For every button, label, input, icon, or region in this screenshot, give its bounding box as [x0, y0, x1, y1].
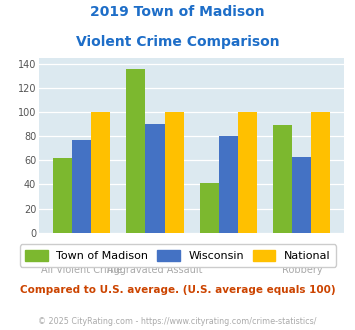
Bar — [72, 140, 91, 233]
Bar — [53, 158, 72, 233]
Text: Murder & Mans...: Murder & Mans... — [187, 251, 270, 261]
Bar — [273, 125, 292, 233]
Text: Compared to U.S. average. (U.S. average equals 100): Compared to U.S. average. (U.S. average … — [20, 285, 335, 295]
Text: Aggravated Assault: Aggravated Assault — [107, 265, 203, 275]
Text: 2019 Town of Madison: 2019 Town of Madison — [90, 5, 265, 19]
Bar — [164, 112, 184, 233]
Bar — [219, 136, 238, 233]
Bar — [311, 112, 331, 233]
Legend: Town of Madison, Wisconsin, National: Town of Madison, Wisconsin, National — [20, 245, 336, 267]
Text: Rape: Rape — [143, 251, 168, 261]
Bar — [146, 124, 164, 233]
Bar — [91, 112, 110, 233]
Bar — [238, 112, 257, 233]
Text: © 2025 CityRating.com - https://www.cityrating.com/crime-statistics/: © 2025 CityRating.com - https://www.city… — [38, 317, 317, 326]
Text: Robbery: Robbery — [282, 265, 322, 275]
Bar — [126, 69, 146, 233]
Bar — [200, 183, 219, 233]
Text: All Violent Crime: All Violent Crime — [41, 265, 122, 275]
Text: Violent Crime Comparison: Violent Crime Comparison — [76, 35, 279, 49]
Bar — [292, 157, 311, 233]
